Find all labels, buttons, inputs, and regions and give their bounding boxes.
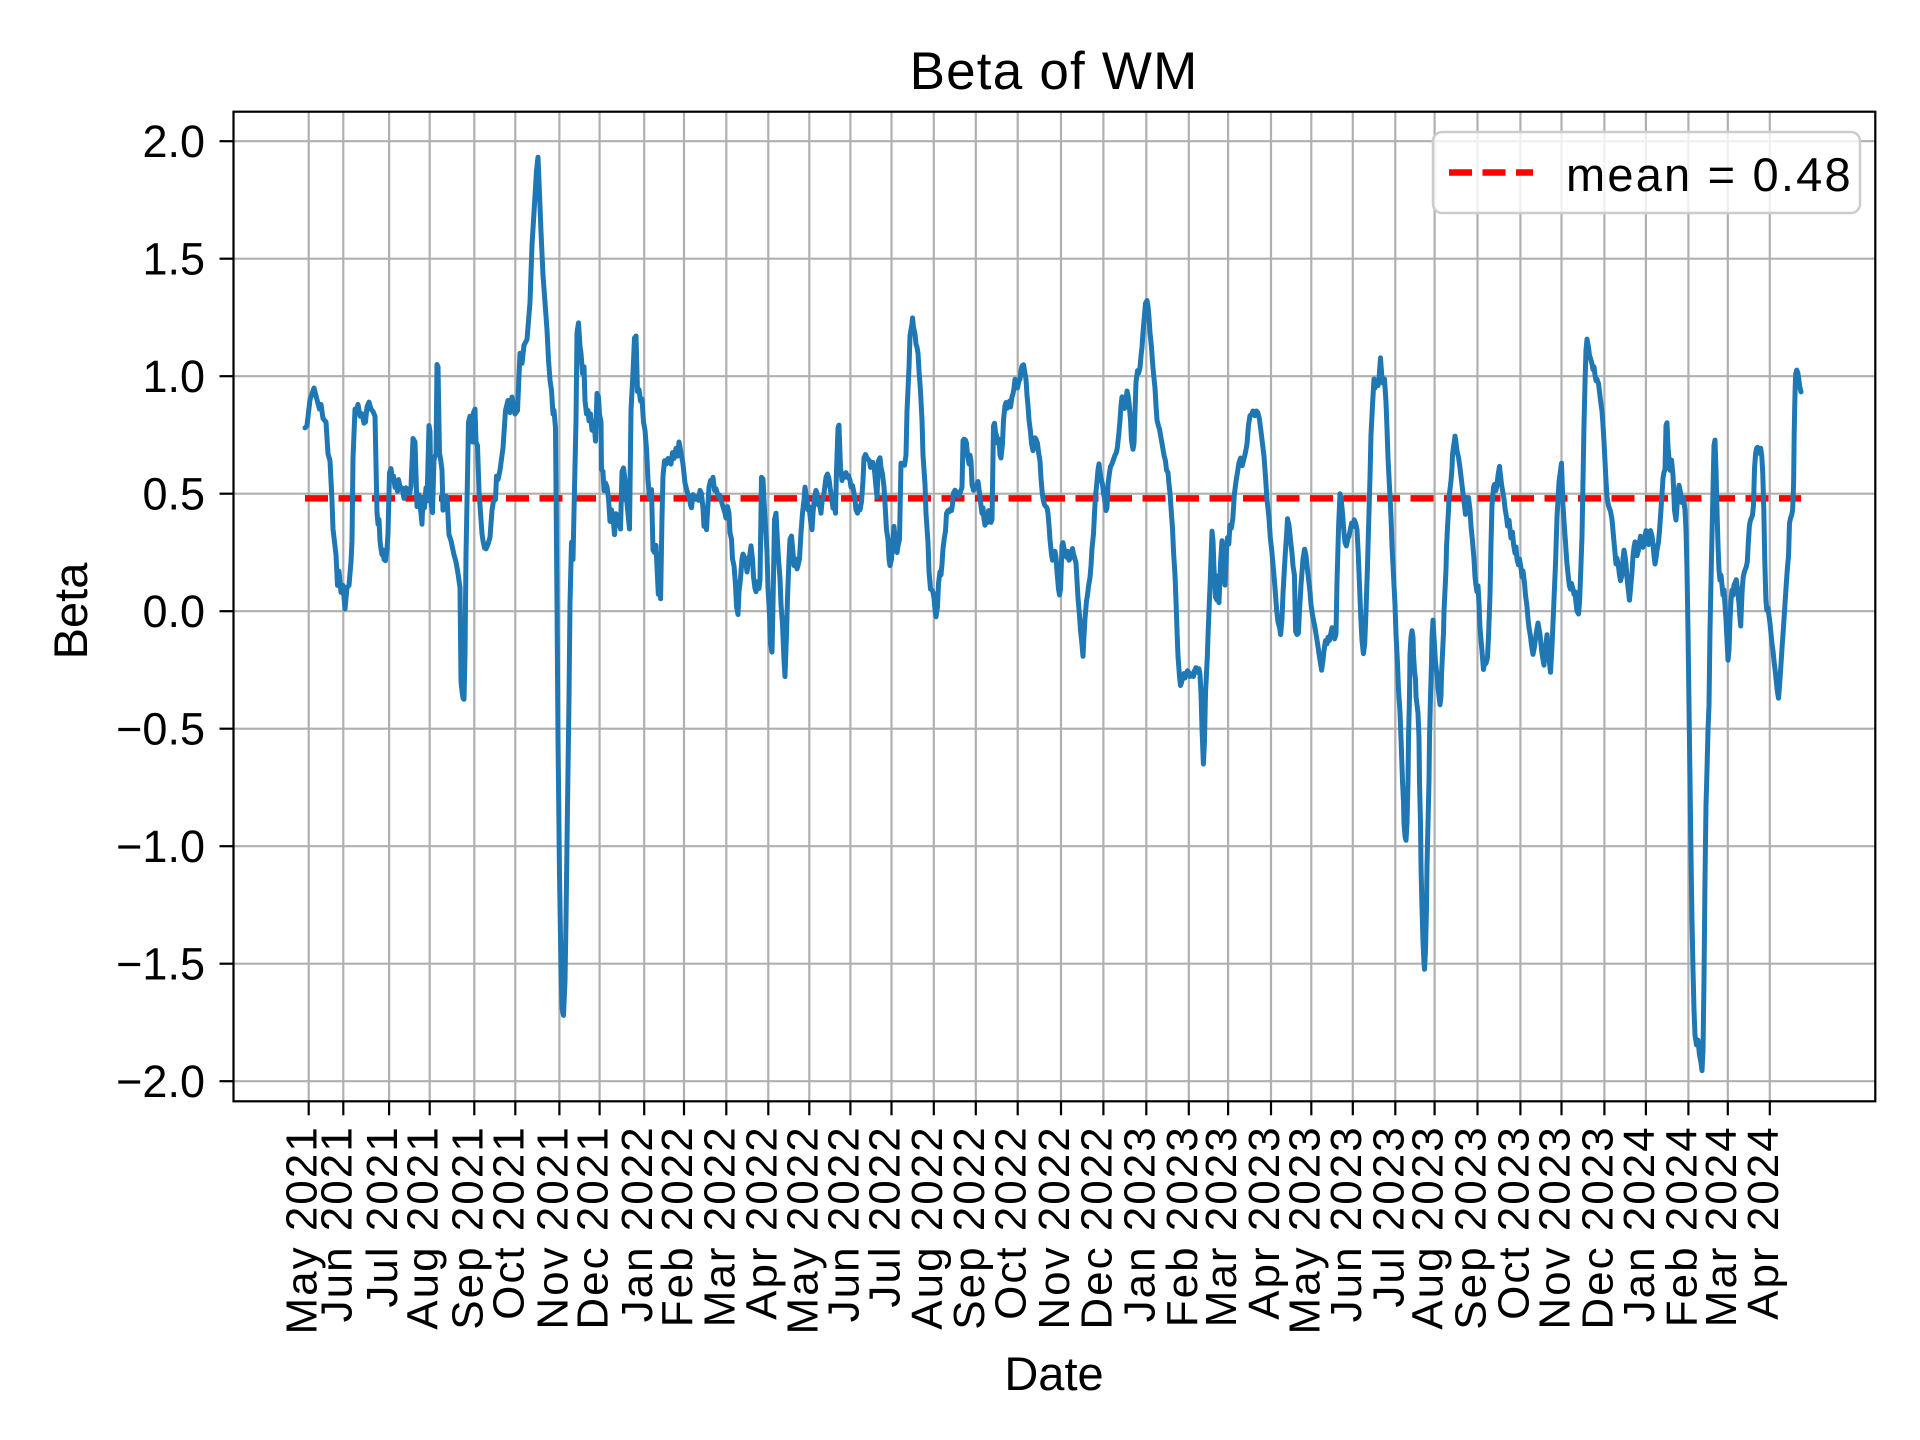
svg-text:Beta: Beta [44,562,97,660]
svg-text:Dec 2022: Dec 2022 [1072,1125,1121,1329]
svg-text:Feb 2023: Feb 2023 [1158,1125,1207,1327]
svg-text:Dec 2023: Dec 2023 [1573,1125,1622,1329]
svg-text:Oct 2022: Oct 2022 [987,1125,1036,1320]
svg-text:−1.0: −1.0 [116,821,205,872]
svg-text:Jun 2022: Jun 2022 [819,1125,868,1322]
svg-text:Jan 2022: Jan 2022 [613,1125,662,1322]
svg-text:Oct 2021: Oct 2021 [484,1125,533,1320]
svg-text:Feb 2022: Feb 2022 [653,1125,702,1327]
svg-text:Aug 2023: Aug 2023 [1404,1125,1453,1329]
svg-text:Jun 2023: Jun 2023 [1322,1125,1371,1322]
svg-text:Dec 2021: Dec 2021 [569,1125,618,1329]
svg-text:0.5: 0.5 [142,469,205,520]
svg-text:Jul 2023: Jul 2023 [1364,1125,1413,1307]
svg-text:Nov 2021: Nov 2021 [528,1125,577,1329]
svg-text:May 2022: May 2022 [778,1125,827,1334]
svg-text:Nov 2023: Nov 2023 [1531,1125,1580,1329]
svg-text:Jan 2024: Jan 2024 [1615,1125,1664,1322]
svg-text:0.0: 0.0 [142,586,205,637]
svg-text:−0.5: −0.5 [116,704,205,755]
svg-text:Mar 2022: Mar 2022 [695,1125,744,1327]
svg-text:Sep 2023: Sep 2023 [1447,1125,1496,1329]
svg-text:Oct 2023: Oct 2023 [1489,1125,1538,1320]
svg-text:May 2023: May 2023 [1280,1125,1329,1334]
svg-text:−2.0: −2.0 [116,1056,205,1107]
svg-text:Beta of WM: Beta of WM [910,42,1199,101]
svg-text:1.5: 1.5 [142,234,205,285]
svg-text:−1.5: −1.5 [116,939,205,990]
svg-text:Nov 2022: Nov 2022 [1030,1125,1079,1329]
svg-text:Apr 2023: Apr 2023 [1240,1125,1289,1320]
svg-text:May 2021: May 2021 [278,1125,327,1334]
svg-text:Aug 2022: Aug 2022 [903,1125,952,1329]
svg-text:Jun 2021: Jun 2021 [312,1125,361,1322]
svg-text:1.0: 1.0 [142,351,205,402]
svg-text:mean = 0.48: mean = 0.48 [1566,148,1853,201]
svg-text:Sep 2021: Sep 2021 [443,1125,492,1329]
svg-text:Aug 2021: Aug 2021 [399,1125,448,1329]
svg-text:Jul 2021: Jul 2021 [358,1125,407,1307]
svg-text:2.0: 2.0 [142,116,205,167]
svg-text:Mar 2023: Mar 2023 [1197,1125,1246,1327]
svg-text:Sep 2022: Sep 2022 [945,1125,994,1329]
svg-text:Date: Date [1004,1347,1103,1400]
svg-text:Jan 2023: Jan 2023 [1115,1125,1164,1322]
svg-text:Apr 2022: Apr 2022 [737,1125,786,1320]
svg-text:Feb 2024: Feb 2024 [1657,1125,1706,1327]
svg-text:Mar 2024: Mar 2024 [1697,1125,1746,1327]
svg-text:Jul 2022: Jul 2022 [861,1125,910,1307]
svg-text:Apr 2024: Apr 2024 [1739,1125,1788,1320]
